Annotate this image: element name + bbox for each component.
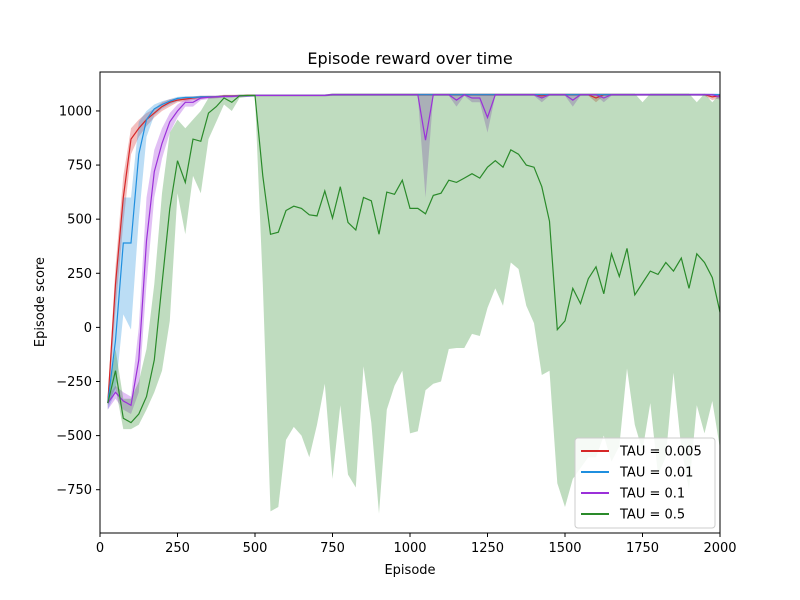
legend-label-0: TAU = 0.005 <box>619 445 702 460</box>
x-tick-label: 0 <box>96 541 104 556</box>
x-tick-label: 750 <box>320 541 345 556</box>
legend-label-3: TAU = 0.5 <box>619 508 685 523</box>
legend: TAU = 0.005 TAU = 0.01 TAU = 0.1 TAU = 0.5 <box>574 437 716 529</box>
x-tick-label: 250 <box>165 541 190 556</box>
y-axis-ticks: −750 −500 −250 0 250 500 750 1000 <box>56 104 100 498</box>
y-axis-label: Episode score <box>33 257 48 347</box>
y-tick-label: 1000 <box>59 104 92 119</box>
line-series-3 <box>107 94 721 424</box>
chart-title: Episode reward over time <box>307 49 512 68</box>
legend-box <box>574 437 716 529</box>
band-series-3 <box>107 93 721 514</box>
y-tick-label: −250 <box>56 375 92 390</box>
x-tick-label: 1000 <box>393 541 426 556</box>
x-axis-ticks: 0 250 500 750 1000 1250 1500 1750 2000 <box>96 533 737 556</box>
legend-label-1: TAU = 0.01 <box>619 466 693 481</box>
x-tick-label: 1250 <box>471 541 504 556</box>
x-axis-label: Episode <box>384 563 435 578</box>
legend-label-2: TAU = 0.1 <box>619 487 685 502</box>
x-tick-label: 1750 <box>626 541 659 556</box>
x-tick-label: 2000 <box>703 541 736 556</box>
y-tick-label: 0 <box>84 321 92 336</box>
x-tick-label: 1500 <box>548 541 581 556</box>
y-tick-label: −500 <box>56 429 92 444</box>
y-tick-label: 750 <box>67 159 92 174</box>
series-lines <box>107 94 721 424</box>
line-series-2 <box>107 94 721 407</box>
y-tick-label: 250 <box>67 267 92 282</box>
x-tick-label: 500 <box>243 541 268 556</box>
y-tick-label: −750 <box>56 483 92 498</box>
y-tick-label: 500 <box>67 213 92 228</box>
